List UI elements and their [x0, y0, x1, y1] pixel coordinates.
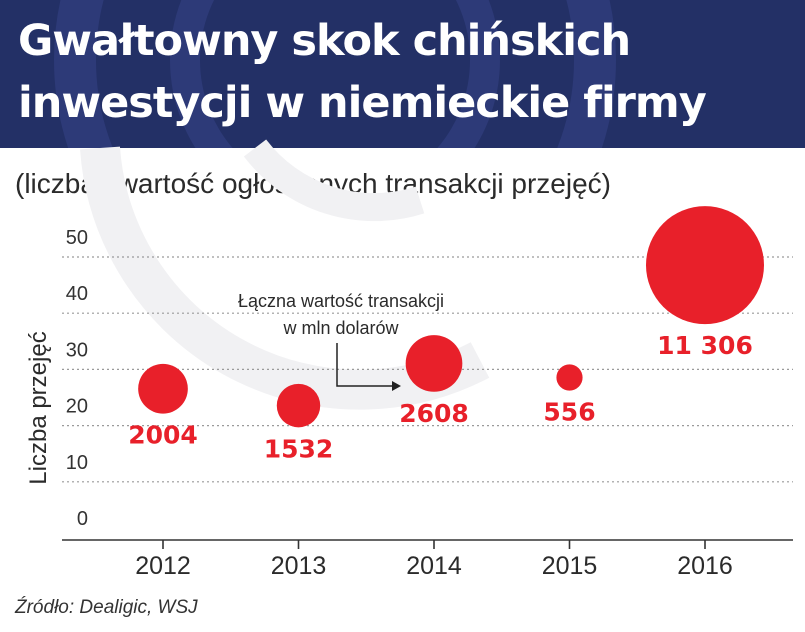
value-label-2015: 556 [543, 398, 595, 427]
y-axis-ticks: 0 10 20 30 40 50 [66, 227, 88, 530]
x-tick-label: 2012 [135, 552, 191, 580]
value-label-2016: 11 306 [657, 331, 753, 360]
y-tick-label: 30 [66, 339, 88, 361]
annotation-line-1: Łączna wartość transakcji [238, 291, 444, 311]
value-label-2013: 1532 [264, 434, 334, 463]
watermark-logo-icon [54, 0, 616, 148]
annotation-arrow [336, 343, 393, 387]
x-tick-label: 2015 [542, 552, 598, 580]
y-tick-label: 40 [66, 283, 88, 305]
watermark-inner-arc-icon [243, 139, 425, 222]
source-note: Źródło: Dealigic, WSJ [15, 597, 198, 618]
bubble-2013 [276, 383, 321, 428]
bubbles [138, 206, 764, 428]
x-tick-label: 2013 [271, 552, 327, 580]
bubble-2014 [405, 335, 463, 392]
bubble-2012 [138, 363, 188, 414]
value-labels: 2004 1532 2608 556 11 306 [128, 331, 753, 463]
y-tick-label: 0 [77, 508, 88, 530]
x-tick-label: 2014 [406, 552, 462, 580]
x-axis-ticks: 2012 2013 2014 2015 2016 [135, 540, 733, 580]
y-tick-label: 10 [66, 452, 88, 474]
y-axis-label: Liczba przejęć [25, 331, 52, 484]
annotation-line-2: w mln dolarów [282, 318, 399, 338]
chart-title-line-1: Gwałtowny skok chińskich [18, 16, 631, 66]
bubble-2015 [556, 364, 583, 391]
chart-title-line-2: inwestycji w niemieckie firmy [18, 78, 707, 128]
y-tick-label: 20 [66, 396, 88, 418]
bubble-2016 [646, 206, 764, 325]
y-tick-label: 50 [66, 227, 88, 249]
annotation-arrow-head-icon [392, 381, 401, 391]
title-banner: Gwałtowny skok chińskich inwestycji w ni… [0, 0, 805, 148]
watermark-arc-icon [80, 146, 490, 410]
x-tick-label: 2016 [677, 552, 733, 580]
annotation: Łączna wartość transakcji w mln dolarów [238, 291, 444, 391]
value-label-2014: 2608 [399, 399, 469, 428]
value-label-2012: 2004 [128, 421, 198, 450]
